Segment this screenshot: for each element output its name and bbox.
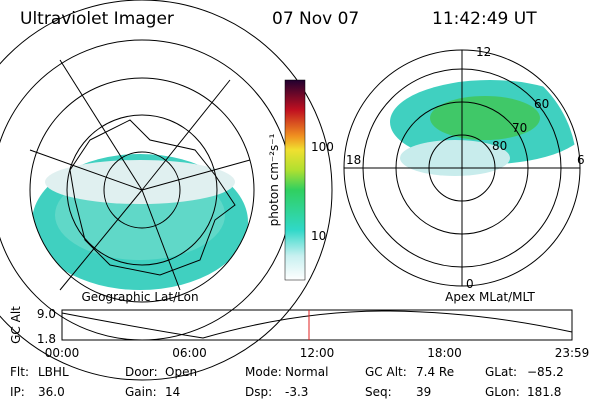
field-value: 39	[416, 385, 431, 399]
altitude-ytick: 1.8	[37, 332, 56, 346]
altitude-plot	[61, 309, 573, 341]
colorbar-unit: photon cm⁻²s⁻¹	[267, 133, 281, 226]
field-value: -3.3	[285, 385, 308, 399]
field-value: 7.4 Re	[416, 365, 454, 379]
field-value: −85.2	[527, 365, 564, 379]
field-value: 181.8	[527, 385, 561, 399]
date: 07 Nov 07	[272, 9, 359, 29]
field-label: Flt:	[10, 365, 29, 379]
field-value: 14	[165, 385, 180, 399]
lat-label: 80	[492, 139, 507, 153]
hour-label: 18	[346, 153, 361, 167]
field-value: Open	[165, 365, 197, 379]
right-map	[343, 49, 581, 287]
hour-label: 0	[466, 277, 474, 291]
field-label: Door:	[125, 365, 158, 379]
title: Ultraviolet Imager	[20, 9, 174, 29]
altitude-xtick: 00:00	[45, 346, 80, 360]
field-label: GLon:	[485, 385, 520, 399]
time: 11:42:49 UT	[432, 9, 537, 29]
field-label: Seq:	[365, 385, 392, 399]
field-label: Dsp:	[245, 385, 272, 399]
lat-label: 60	[534, 97, 549, 111]
field-value: LBHL	[38, 365, 69, 379]
field-label: Mode:	[245, 365, 282, 379]
altitude-xtick: 23:59	[555, 346, 590, 360]
field-label: Gain:	[125, 385, 157, 399]
altitude-xtick: 12:00	[300, 346, 335, 360]
altitude-xtick: 06:00	[172, 346, 207, 360]
field-value: Normal	[285, 365, 328, 379]
field-label: GLat:	[485, 365, 517, 379]
colorbar	[284, 79, 306, 281]
field-value: 36.0	[38, 385, 65, 399]
left-map	[0, 0, 333, 381]
map-label: Apex MLat/MLT	[445, 290, 535, 304]
colorbar-tick: 100	[311, 140, 334, 154]
map-label: Geographic Lat/Lon	[81, 290, 198, 304]
field-label: GC Alt:	[365, 365, 407, 379]
hour-label: 12	[476, 45, 491, 59]
field-label: IP:	[10, 385, 25, 399]
altitude-ytick: 9.0	[37, 307, 56, 321]
colorbar-tick: 10	[311, 229, 326, 243]
lat-label: 70	[512, 121, 527, 135]
altitude-xtick: 18:00	[427, 346, 462, 360]
altitude-ylabel: GC Alt	[9, 306, 23, 344]
hour-label: 6	[577, 153, 585, 167]
